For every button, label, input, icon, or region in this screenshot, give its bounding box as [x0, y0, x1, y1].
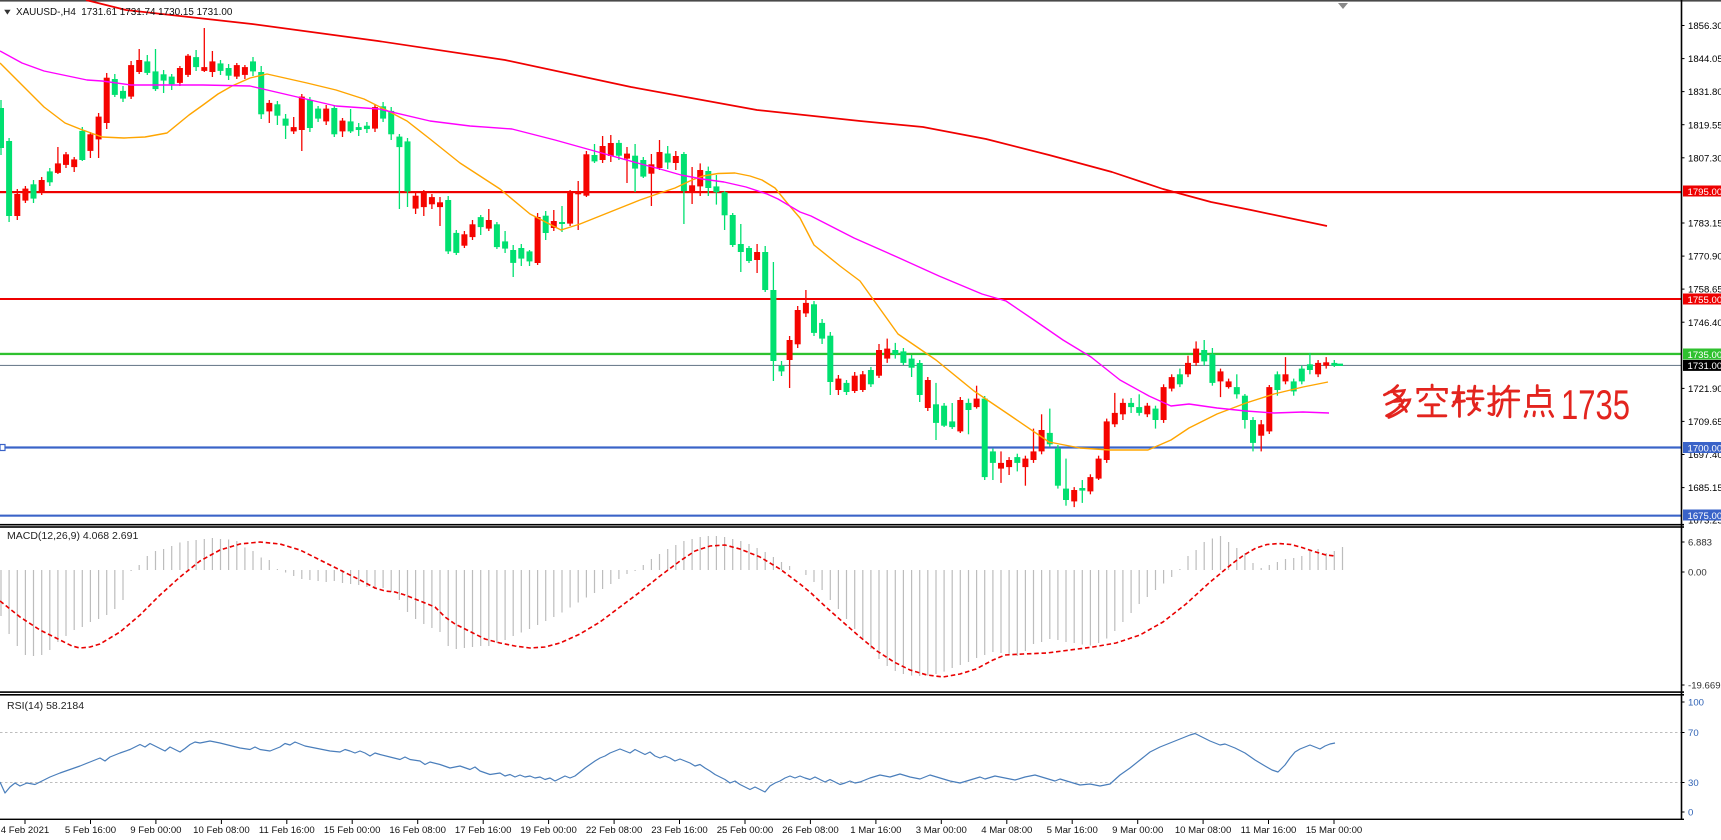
svg-text:0.00: 0.00 — [1688, 568, 1707, 579]
svg-text:1844.05: 1844.05 — [1688, 54, 1721, 65]
svg-text:RSI(14) 58.2184: RSI(14) 58.2184 — [7, 700, 84, 712]
svg-text:11 Mar 16:00: 11 Mar 16:00 — [1241, 825, 1297, 836]
svg-text:1731.00: 1731.00 — [1688, 361, 1721, 372]
svg-text:4 Feb 2021: 4 Feb 2021 — [1, 825, 50, 836]
svg-text:1735: 1735 — [1561, 381, 1630, 428]
svg-text:1783.15: 1783.15 — [1688, 219, 1721, 230]
svg-text:1746.40: 1746.40 — [1688, 318, 1721, 329]
svg-text:10 Mar 08:00: 10 Mar 08:00 — [1175, 825, 1232, 836]
svg-text:1770.90: 1770.90 — [1688, 252, 1721, 263]
svg-text:1735.00: 1735.00 — [1688, 350, 1721, 361]
svg-text:1675.00: 1675.00 — [1688, 511, 1721, 522]
svg-text:4 Mar 08:00: 4 Mar 08:00 — [981, 825, 1032, 836]
svg-text:MACD(12,26,9) 4.068 2.691: MACD(12,26,9) 4.068 2.691 — [7, 530, 138, 542]
svg-text:3 Mar 00:00: 3 Mar 00:00 — [916, 825, 967, 836]
svg-text:9 Feb 00:00: 9 Feb 00:00 — [130, 825, 181, 836]
svg-text:10 Feb 08:00: 10 Feb 08:00 — [193, 825, 250, 836]
svg-text:1709.65: 1709.65 — [1688, 417, 1721, 428]
svg-text:0: 0 — [1688, 808, 1693, 819]
svg-text:1795.00: 1795.00 — [1688, 187, 1721, 198]
svg-text:1755.00: 1755.00 — [1688, 295, 1721, 306]
svg-text:-19.669: -19.669 — [1688, 681, 1721, 692]
svg-text:1807.30: 1807.30 — [1688, 153, 1721, 164]
svg-text:1700.00: 1700.00 — [1688, 443, 1721, 454]
svg-text:1856.30: 1856.30 — [1688, 21, 1721, 32]
svg-text:1721.90: 1721.90 — [1688, 384, 1721, 395]
svg-text:22 Feb 08:00: 22 Feb 08:00 — [586, 825, 643, 836]
svg-text:30: 30 — [1688, 778, 1699, 789]
svg-text:6.883: 6.883 — [1688, 538, 1712, 549]
svg-text:15 Feb 00:00: 15 Feb 00:00 — [324, 825, 381, 836]
svg-text:19 Feb 00:00: 19 Feb 00:00 — [520, 825, 577, 836]
svg-text:XAUUSD-,H4 1731.61 1731.74 17: XAUUSD-,H4 1731.61 1731.74 1730.15 1731.… — [16, 7, 233, 18]
svg-text:1819.55: 1819.55 — [1688, 120, 1721, 131]
svg-text:23 Feb 16:00: 23 Feb 16:00 — [651, 825, 708, 836]
svg-text:9 Mar 00:00: 9 Mar 00:00 — [1112, 825, 1163, 836]
svg-text:1 Mar 16:00: 1 Mar 16:00 — [850, 825, 901, 836]
svg-text:26 Feb 08:00: 26 Feb 08:00 — [782, 825, 839, 836]
svg-text:16 Feb 08:00: 16 Feb 08:00 — [389, 825, 446, 836]
svg-text:15 Mar 00:00: 15 Mar 00:00 — [1306, 825, 1363, 836]
svg-text:1697.40: 1697.40 — [1688, 450, 1721, 461]
svg-text:5 Mar 16:00: 5 Mar 16:00 — [1047, 825, 1098, 836]
svg-text:1673.25: 1673.25 — [1688, 515, 1721, 526]
svg-text:5 Feb 16:00: 5 Feb 16:00 — [65, 825, 116, 836]
svg-text:1758.65: 1758.65 — [1688, 285, 1721, 296]
svg-text:70: 70 — [1688, 728, 1699, 739]
svg-text:11 Feb 16:00: 11 Feb 16:00 — [259, 825, 315, 836]
svg-text:1831.80: 1831.80 — [1688, 87, 1721, 98]
svg-text:100: 100 — [1688, 698, 1704, 709]
svg-text:17 Feb 16:00: 17 Feb 16:00 — [455, 825, 512, 836]
svg-text:1685.15: 1685.15 — [1688, 483, 1721, 494]
svg-text:25 Feb 00:00: 25 Feb 00:00 — [717, 825, 774, 836]
